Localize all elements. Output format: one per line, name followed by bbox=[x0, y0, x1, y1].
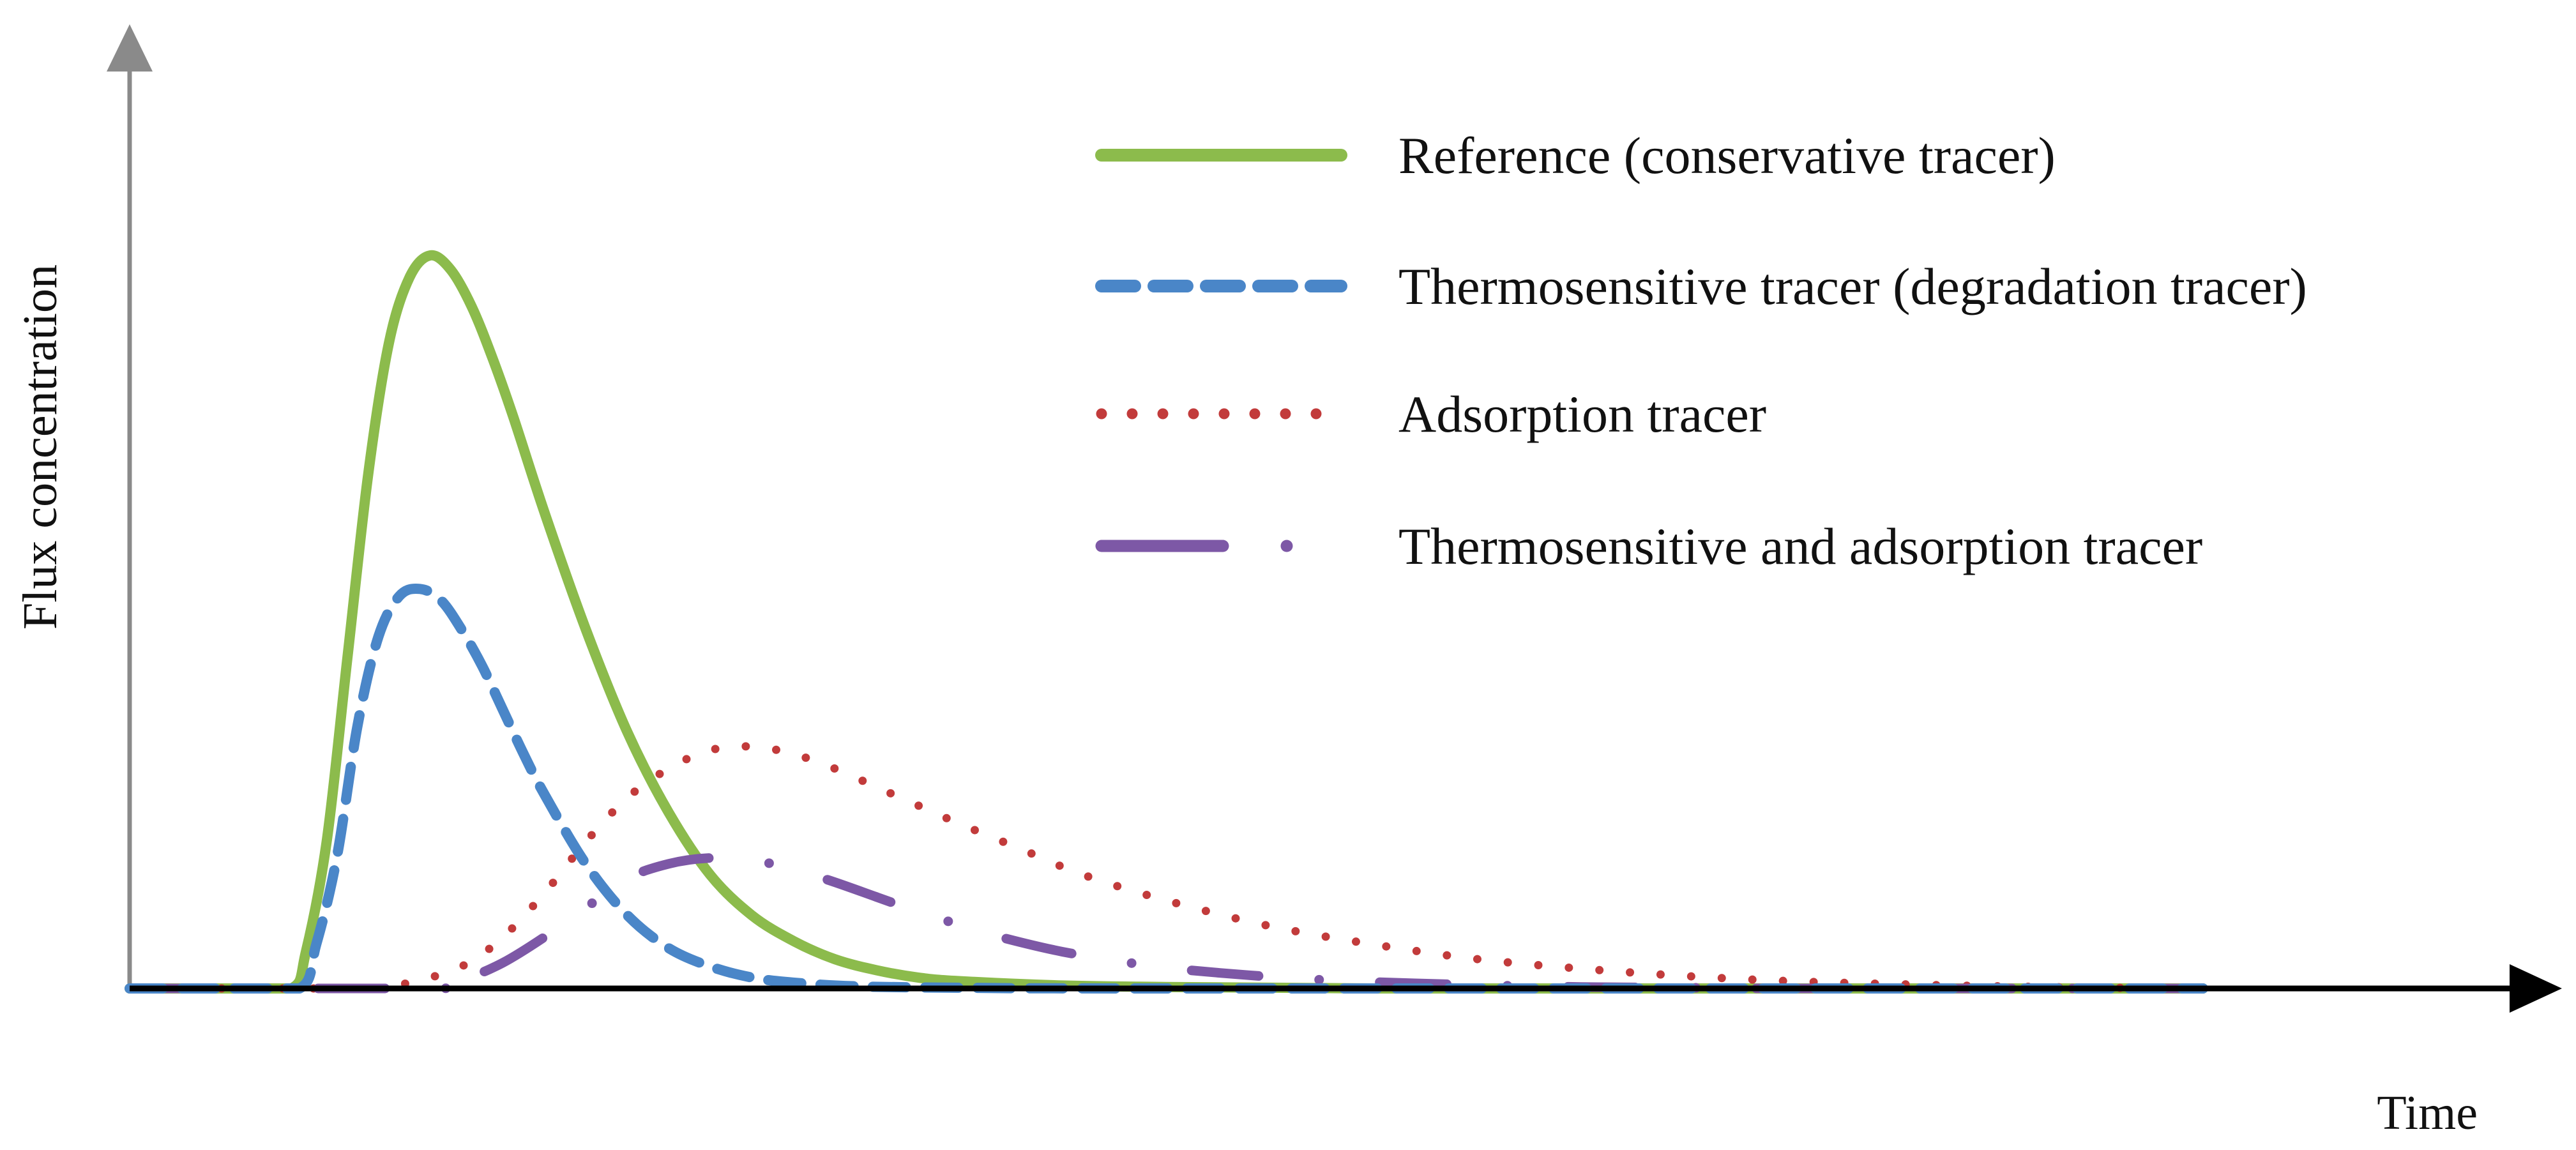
series-line-thermo-adsorption bbox=[125, 852, 2208, 994]
x-axis-arrowhead bbox=[2510, 964, 2562, 1013]
y-axis-arrowhead bbox=[107, 24, 153, 72]
legend-label: Thermosensitive tracer (degradation trac… bbox=[1398, 257, 2307, 315]
x-axis-label: Time bbox=[2377, 1086, 2478, 1140]
legend: Reference (conservative tracer) Thermosen… bbox=[1095, 126, 2307, 575]
legend-label: Adsorption tracer bbox=[1398, 385, 1766, 443]
series-line-thermosensitive bbox=[125, 583, 2208, 994]
legend-item-adsorption: Adsorption tracer bbox=[1096, 385, 1766, 443]
series-line-reference bbox=[125, 250, 2208, 994]
legend-item-reference: Reference (conservative tracer) bbox=[1095, 126, 2056, 185]
y-axis-label: Flux concentration bbox=[13, 264, 67, 630]
legend-item-thermosensitive: Thermosensitive tracer (degradation trac… bbox=[1095, 257, 2307, 315]
legend-item-thermo-adsorption: Thermosensitive and adsorption tracer bbox=[1095, 517, 2202, 575]
legend-label: Thermosensitive and adsorption tracer bbox=[1398, 517, 2202, 575]
legend-label: Reference (conservative tracer) bbox=[1398, 126, 2056, 185]
series-line-adsorption bbox=[125, 742, 2208, 993]
